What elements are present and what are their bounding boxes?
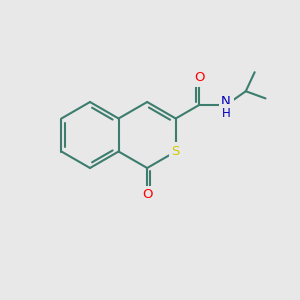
Text: H: H	[222, 107, 230, 120]
Text: S: S	[172, 145, 180, 158]
Text: O: O	[194, 71, 204, 85]
Text: O: O	[142, 188, 152, 202]
Text: N: N	[221, 95, 231, 108]
